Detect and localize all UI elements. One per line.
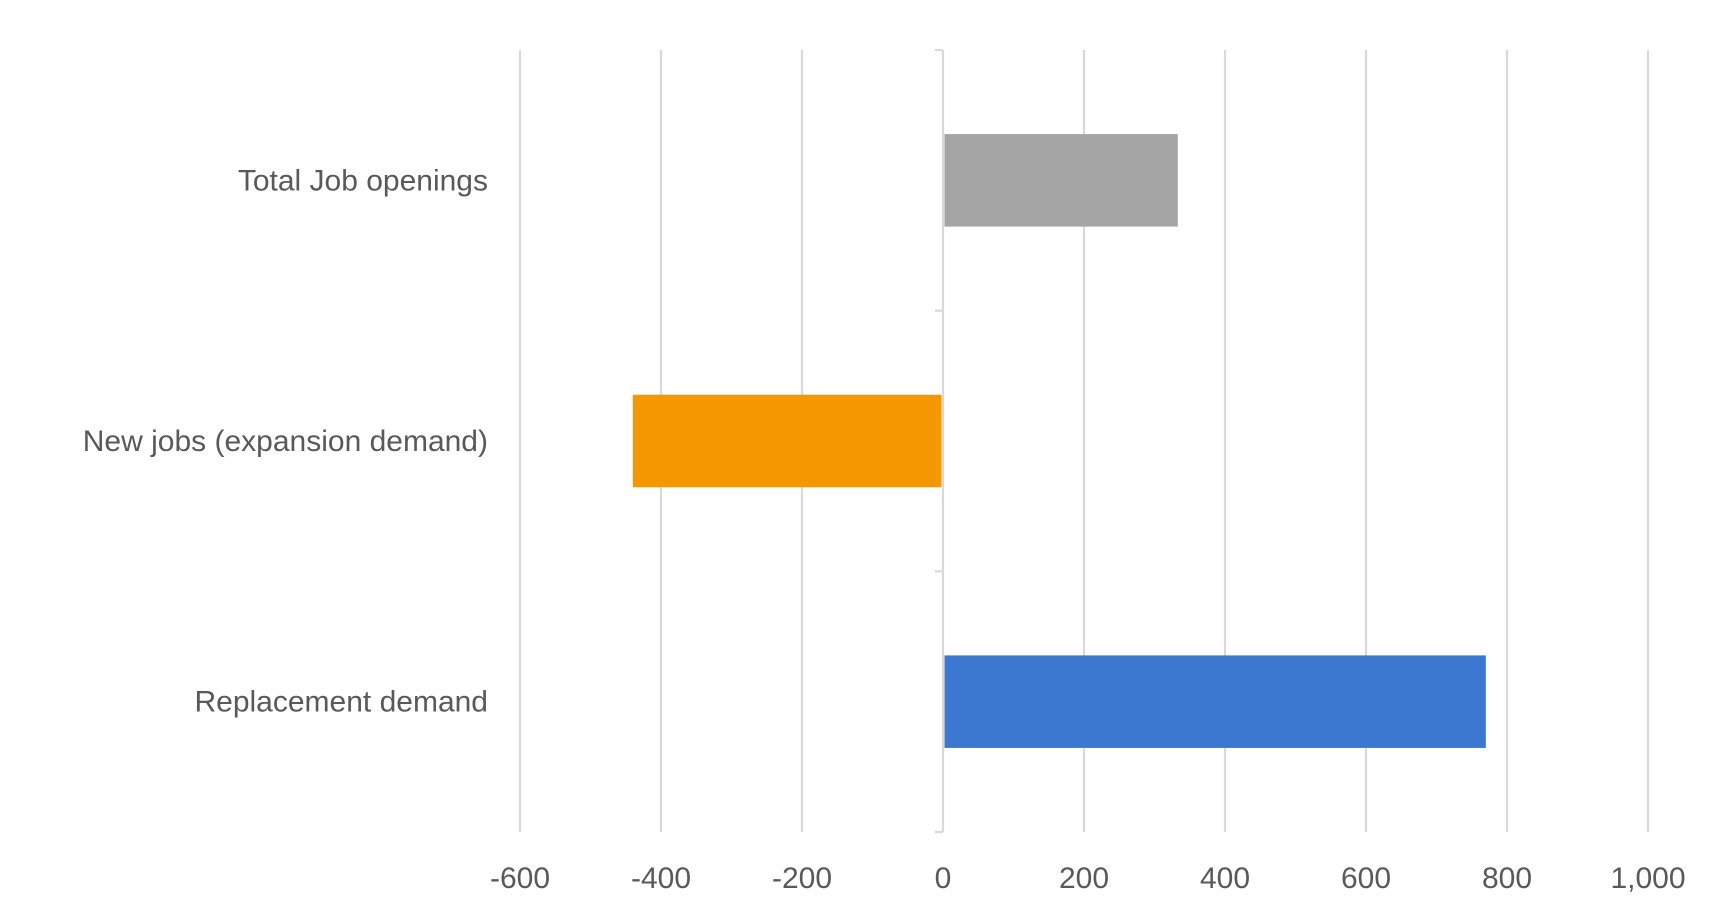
x-tick-label: 600 (1341, 862, 1391, 895)
x-tick-label: -400 (631, 862, 691, 895)
category-label-new-jobs-expansion-demand: New jobs (expansion demand) (83, 425, 488, 458)
category-labels: Replacement demand New jobs (expansion de… (83, 164, 488, 718)
category-axis (935, 48, 945, 834)
x-tick-label: -600 (490, 862, 550, 895)
bar-replacement-demand (944, 655, 1486, 748)
value-tick-labels: -600 -400 -200 0 200 400 600 800 1,000 (490, 862, 1686, 895)
category-label-total-job-openings: Total Job openings (238, 164, 488, 197)
x-tick-label: 400 (1200, 862, 1250, 895)
category-label-replacement-demand: Replacement demand (194, 686, 488, 719)
bar-total-job-openings (944, 134, 1178, 227)
x-tick-label: 1,000 (1610, 862, 1685, 895)
x-tick-label: 0 (935, 862, 952, 895)
bars (632, 134, 1486, 748)
x-tick-label: 200 (1059, 862, 1109, 895)
x-tick-label: 800 (1482, 862, 1532, 895)
x-tick-label: -200 (772, 862, 832, 895)
bar-new-jobs-expansion-demand (632, 394, 942, 488)
